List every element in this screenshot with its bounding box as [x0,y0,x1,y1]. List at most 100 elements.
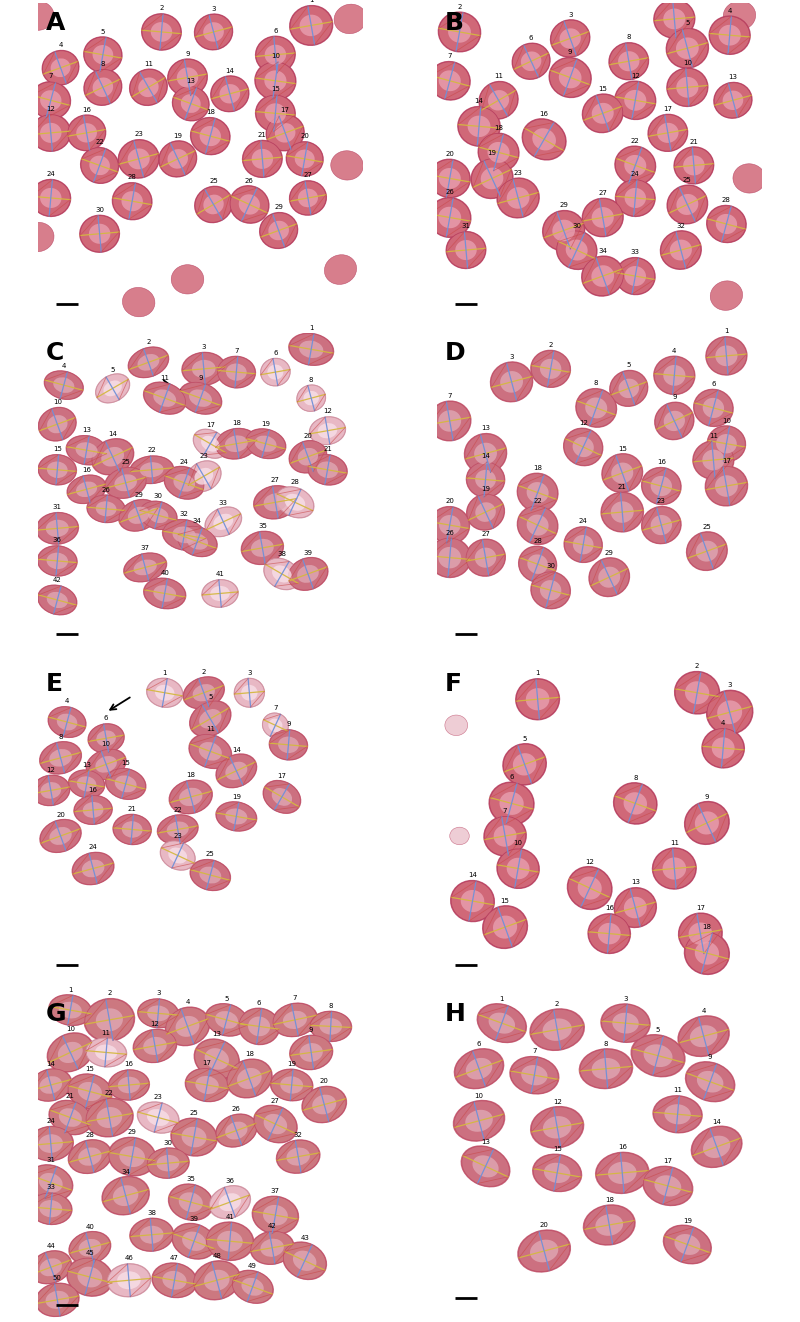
Text: 5: 5 [685,20,690,26]
Ellipse shape [226,1059,273,1099]
Ellipse shape [174,473,195,492]
Ellipse shape [38,453,77,485]
Ellipse shape [50,1101,91,1134]
Text: 2: 2 [549,342,553,348]
Text: 20: 20 [303,432,312,439]
Ellipse shape [264,70,286,91]
Text: 4: 4 [58,42,62,48]
Ellipse shape [530,1107,584,1149]
Text: 34: 34 [598,249,607,254]
Ellipse shape [190,734,231,768]
Ellipse shape [37,513,78,545]
Text: 12: 12 [586,858,594,865]
Ellipse shape [530,571,571,609]
Ellipse shape [140,501,177,529]
Ellipse shape [28,1165,74,1202]
Ellipse shape [70,1232,110,1264]
Text: 17: 17 [202,1060,211,1066]
Ellipse shape [138,354,159,370]
Ellipse shape [68,1231,111,1265]
Ellipse shape [241,685,258,701]
Text: F: F [445,672,462,695]
Text: 24: 24 [579,518,587,525]
Ellipse shape [429,538,470,578]
Ellipse shape [446,231,486,268]
Ellipse shape [429,198,470,237]
Ellipse shape [108,1137,157,1177]
Ellipse shape [179,788,202,806]
Text: 33: 33 [219,500,228,505]
Ellipse shape [466,539,505,576]
Text: 39: 39 [303,550,313,555]
Ellipse shape [478,132,520,172]
Text: 25: 25 [209,178,218,184]
Ellipse shape [271,1069,313,1101]
Text: 5: 5 [522,735,526,742]
Ellipse shape [191,118,230,155]
Ellipse shape [160,841,196,871]
Ellipse shape [652,847,697,890]
Ellipse shape [716,214,737,234]
Text: 1: 1 [162,670,167,676]
Ellipse shape [182,1126,206,1147]
Ellipse shape [129,69,168,106]
Ellipse shape [302,1085,347,1124]
Ellipse shape [458,107,500,145]
Ellipse shape [260,1239,284,1257]
Ellipse shape [45,371,83,399]
Ellipse shape [57,714,78,731]
Text: 7: 7 [293,995,297,1001]
Ellipse shape [91,438,134,476]
Ellipse shape [113,182,152,219]
Text: 21: 21 [258,132,267,137]
Ellipse shape [194,13,234,50]
Ellipse shape [666,67,709,107]
Ellipse shape [697,1071,723,1092]
Ellipse shape [540,358,562,379]
Ellipse shape [310,416,346,444]
Text: 43: 43 [300,1235,309,1240]
Ellipse shape [462,1146,510,1186]
Ellipse shape [245,428,286,459]
Ellipse shape [266,114,305,152]
Ellipse shape [483,906,527,948]
Ellipse shape [310,1011,351,1042]
Ellipse shape [592,208,614,227]
Ellipse shape [106,768,146,800]
Text: 14: 14 [468,873,477,878]
Ellipse shape [109,1069,149,1100]
Ellipse shape [78,1239,101,1256]
Ellipse shape [473,1155,498,1178]
Ellipse shape [254,486,297,518]
Ellipse shape [297,385,326,411]
Ellipse shape [154,586,176,602]
Ellipse shape [557,231,597,270]
Ellipse shape [550,58,591,98]
Ellipse shape [532,128,556,151]
Ellipse shape [269,728,308,760]
Text: 23: 23 [657,498,666,504]
Ellipse shape [641,506,682,545]
Ellipse shape [694,941,719,965]
Ellipse shape [41,783,61,798]
Ellipse shape [38,407,76,440]
Ellipse shape [79,214,120,253]
Text: 14: 14 [226,67,234,74]
Ellipse shape [157,1155,179,1171]
Ellipse shape [530,1240,558,1263]
Ellipse shape [163,465,205,500]
Text: 12: 12 [46,767,55,773]
Ellipse shape [96,501,117,517]
Ellipse shape [498,178,539,218]
Ellipse shape [242,1278,264,1296]
Text: 18: 18 [186,772,195,779]
Ellipse shape [35,1282,80,1317]
Ellipse shape [81,148,118,184]
Ellipse shape [702,398,724,418]
Ellipse shape [709,16,751,56]
Text: 13: 13 [212,1031,222,1038]
Ellipse shape [209,1185,251,1219]
Ellipse shape [466,493,505,531]
Text: 12: 12 [578,420,588,426]
Ellipse shape [39,742,82,775]
